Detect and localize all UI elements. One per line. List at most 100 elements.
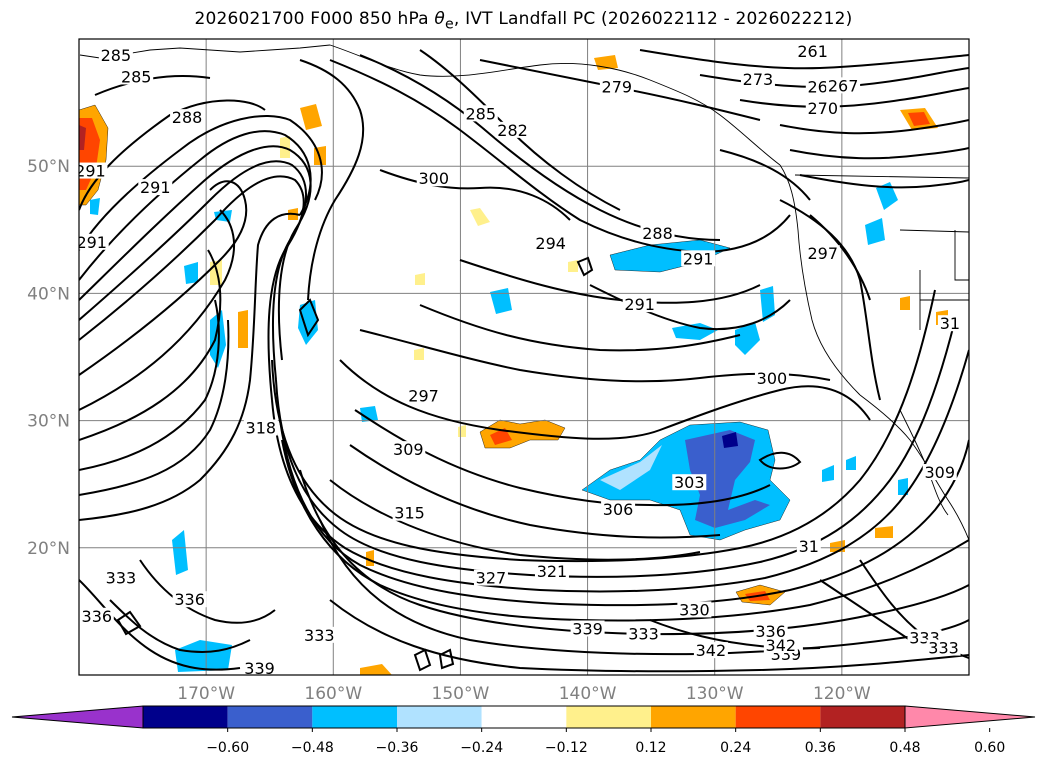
contour-label: 279 xyxy=(599,78,634,97)
colorbar-tick-label: 0.12 xyxy=(635,740,666,756)
shade-navy-central xyxy=(722,432,738,448)
contour-line xyxy=(275,319,956,578)
shade-west-edge-dark xyxy=(79,125,86,150)
colorbar-tick-label: 0.36 xyxy=(805,740,836,756)
contour-label-text: 285 xyxy=(121,67,152,86)
contour-label: 321 xyxy=(534,562,569,581)
contour-label-text: 318 xyxy=(246,419,277,438)
contour-label: 270 xyxy=(805,99,840,118)
shade-light-central xyxy=(600,445,662,490)
contour-label: 339 xyxy=(570,619,605,638)
contour-label-bg xyxy=(533,235,568,252)
contour-label-bg xyxy=(805,100,840,117)
shade-ne-red xyxy=(908,112,930,126)
contour-label: 318 xyxy=(243,419,278,438)
contour-label: 309 xyxy=(922,463,957,482)
contour-label-text: 336 xyxy=(82,607,113,626)
colorbar-tick-label: 0.24 xyxy=(720,740,751,756)
state-border-1 xyxy=(794,174,969,179)
contour-label-bg xyxy=(463,105,498,122)
contour-line xyxy=(79,180,248,376)
contour-label-bg xyxy=(754,369,789,386)
colorbar-tick-label: −0.12 xyxy=(545,740,588,756)
contour-label-text: 300 xyxy=(757,369,788,388)
contour-label-bg xyxy=(138,179,173,196)
contour-label: 339 xyxy=(242,659,277,678)
contour-label-text: 267 xyxy=(828,76,859,95)
contour-line xyxy=(329,59,791,254)
lat-tick-label: 40°N xyxy=(27,284,70,304)
shade-south-small2 xyxy=(875,526,893,538)
contour-label-text: 327 xyxy=(476,569,507,588)
lat-tick-label: 30°N xyxy=(27,412,70,432)
contour-label: 309 xyxy=(391,440,426,459)
contour-label: 300 xyxy=(416,169,451,188)
contour-line xyxy=(639,49,969,70)
shade-yel-5 xyxy=(414,348,424,360)
colorbar-segment xyxy=(312,706,397,728)
shade-w-yel1 xyxy=(238,310,248,348)
contour-label-bg xyxy=(640,224,675,241)
contour-label: 285 xyxy=(98,46,133,65)
contour-label-text: 297 xyxy=(808,244,839,263)
contour-label-text: 339 xyxy=(244,659,275,678)
contour-label-text: 342 xyxy=(696,641,727,660)
contour-line xyxy=(79,160,307,381)
contour-label-bg xyxy=(406,387,441,404)
colorbar-segment xyxy=(566,706,651,728)
shade-blue-small2 xyxy=(184,262,198,284)
chart-title: 2026021700 F000 850 hPa θe, IVT Landfall… xyxy=(0,9,1047,32)
contour-label: 315 xyxy=(392,504,427,523)
contour-label: 291 xyxy=(79,162,108,181)
state-border-2 xyxy=(899,229,969,233)
contour-label-text: 297 xyxy=(408,387,439,406)
contour-line xyxy=(79,130,312,281)
contour-label-text: 291 xyxy=(624,295,655,314)
contour-line xyxy=(109,599,251,653)
contour-label-bg xyxy=(103,569,138,586)
colorbar-tick-label: −0.36 xyxy=(376,740,419,756)
contour-label: 285 xyxy=(119,67,154,86)
contour-label-bg xyxy=(495,121,530,138)
contour-line xyxy=(79,175,305,401)
contour-label-text: 321 xyxy=(537,562,568,581)
contour-label-text: 336 xyxy=(174,590,205,609)
colorbar-tick-label: 0.60 xyxy=(974,740,1005,756)
shade-blue-south2 xyxy=(175,640,232,672)
colorbar-segment xyxy=(481,706,567,728)
lon-tick-label: 150°W xyxy=(432,684,490,704)
contour-label-text: 339 xyxy=(572,619,603,638)
contour-line xyxy=(719,149,811,201)
colorbar-outline xyxy=(142,705,906,729)
contour-label: 291 xyxy=(138,178,173,197)
shade-blue-south1 xyxy=(172,530,188,575)
contour-label-text: 333 xyxy=(304,626,335,645)
contour-line xyxy=(79,212,301,521)
contour-line xyxy=(79,145,312,361)
contour-line xyxy=(271,349,969,593)
contour-label-bg xyxy=(601,500,636,517)
colorbar-segment xyxy=(735,706,821,728)
shade-blue-ne2 xyxy=(876,182,898,210)
contour-label-bg xyxy=(693,642,728,659)
contour-label-text: 282 xyxy=(497,121,528,140)
contour-label: 297 xyxy=(406,387,441,406)
contour-label-text: 288 xyxy=(172,108,203,127)
contour-label-text: 285 xyxy=(101,46,132,65)
shade-blue-e1 xyxy=(822,465,834,482)
contour-label-text: 279 xyxy=(602,78,633,97)
contour-line xyxy=(779,119,969,135)
contour-label: 333 xyxy=(302,626,337,645)
contour-line xyxy=(116,610,142,636)
contour-label-bg xyxy=(170,109,205,126)
colorbar-extend-min xyxy=(11,705,144,729)
lat-tick-label: 50°N xyxy=(27,157,70,177)
contour-line xyxy=(413,648,432,672)
contour-line xyxy=(379,169,571,221)
contour-label-bg xyxy=(599,78,634,95)
contour-label-text: 291 xyxy=(140,178,171,197)
contour-line xyxy=(589,284,791,331)
shade-east-small2 xyxy=(900,296,910,310)
contour-line xyxy=(329,599,969,673)
contour-line xyxy=(809,214,871,301)
